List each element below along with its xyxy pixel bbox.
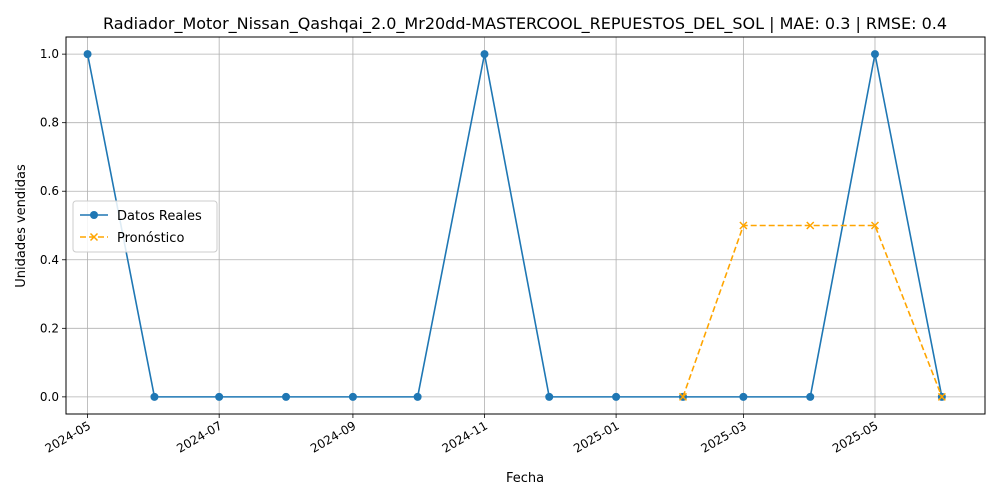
series-pronostico bbox=[678, 221, 946, 401]
y-axis-label: Unidades vendidas bbox=[14, 164, 29, 288]
x-tick-label: 2024-05 bbox=[43, 418, 93, 455]
data-point bbox=[739, 392, 748, 401]
y-tick-label: 1.0 bbox=[40, 47, 59, 61]
data-point bbox=[215, 392, 224, 401]
x-tick-label: 2024-09 bbox=[308, 418, 358, 455]
legend-label-pronostico: Pronóstico bbox=[117, 231, 184, 246]
y-tick-label: 0.0 bbox=[40, 390, 59, 404]
x-tick-label: 2025-05 bbox=[830, 418, 880, 455]
series-line-datos-reales bbox=[86, 53, 943, 398]
legend: Datos Reales Pronóstico bbox=[72, 200, 218, 253]
chart-title: Radiador_Motor_Nissan_Qashqai_2.0_Mr20dd… bbox=[103, 14, 947, 34]
x-tick-label: 2025-03 bbox=[698, 418, 748, 455]
y-tick-label: 0.8 bbox=[40, 116, 59, 130]
data-point bbox=[937, 392, 946, 401]
x-tick-label: 2024-07 bbox=[174, 418, 224, 455]
legend-marker-pronostico bbox=[89, 232, 99, 242]
legend-label-datos-reales: Datos Reales bbox=[117, 209, 202, 224]
data-point bbox=[739, 221, 748, 230]
data-point bbox=[806, 392, 815, 401]
series-line-pronostico bbox=[682, 224, 943, 398]
data-point bbox=[83, 50, 92, 59]
data-point bbox=[870, 221, 880, 230]
x-tick-label: 2025-01 bbox=[571, 418, 621, 455]
data-point bbox=[612, 392, 621, 401]
data-point bbox=[282, 392, 291, 401]
y-tick-label: 0.6 bbox=[40, 184, 59, 198]
data-point bbox=[150, 392, 159, 401]
legend-box bbox=[72, 200, 218, 253]
data-point bbox=[806, 221, 815, 230]
data-point bbox=[870, 50, 879, 59]
legend-marker-datos-reales bbox=[90, 211, 98, 219]
data-point bbox=[678, 392, 688, 401]
series-layer bbox=[83, 50, 946, 401]
y-axis: 0.0 0.2 0.4 0.6 0.8 1.0 bbox=[40, 47, 66, 404]
plot-frame bbox=[65, 36, 986, 415]
data-point bbox=[413, 392, 422, 401]
data-point bbox=[545, 392, 554, 401]
x-axis-label: Fecha bbox=[506, 471, 544, 486]
x-tick-label: 2024-11 bbox=[440, 418, 490, 455]
x-axis: 2024-05 2024-07 2024-09 2024-11 2025-01 2025-… bbox=[43, 414, 880, 456]
data-point bbox=[348, 392, 357, 401]
y-tick-label: 0.2 bbox=[40, 321, 59, 335]
y-tick-label: 0.4 bbox=[40, 253, 59, 267]
data-point bbox=[480, 50, 489, 59]
